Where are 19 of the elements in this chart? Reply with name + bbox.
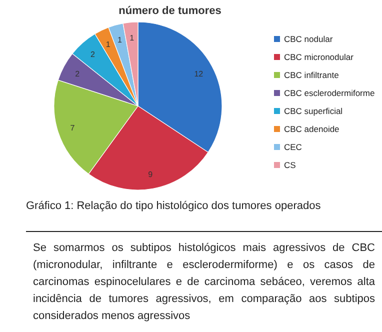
data-label: 7 xyxy=(70,123,76,132)
text: Gráfico 1: Relação do tipo histológico dos tumores operados xyxy=(26,200,322,212)
legend-label: CBC adenoide xyxy=(284,124,340,134)
data-label: 1 xyxy=(130,33,135,42)
legend-label: CBC infiltrante xyxy=(284,70,340,80)
legend-label: CBC superficial xyxy=(284,106,343,116)
data-label: 12 xyxy=(194,69,204,78)
legend-label: CBC nodular xyxy=(284,34,333,44)
data-label: 9 xyxy=(148,170,154,179)
data-label: 2 xyxy=(75,69,80,78)
legend-label: CEC xyxy=(284,142,302,152)
legend-label: CS xyxy=(284,160,296,170)
legend-label: CBC micronodular xyxy=(284,52,354,62)
data-label: 2 xyxy=(90,50,96,60)
chart-title: número de tumores xyxy=(118,5,222,17)
data-label: 1 xyxy=(117,36,122,45)
legend-label: CBC esclerodermiforme xyxy=(284,88,375,98)
data-label: 1 xyxy=(106,40,111,49)
text: Se somarmos os subtipos histológicos mais agressivos de CBC (micronodular, infiltrante e esclerodermiforme) e os casos de carcinomas espinocelulares e de carcinoma sebáceo, veremos alta incidência de tumores agressivos, em comparação aos subtipos considerados menos agressivos xyxy=(33,241,375,324)
